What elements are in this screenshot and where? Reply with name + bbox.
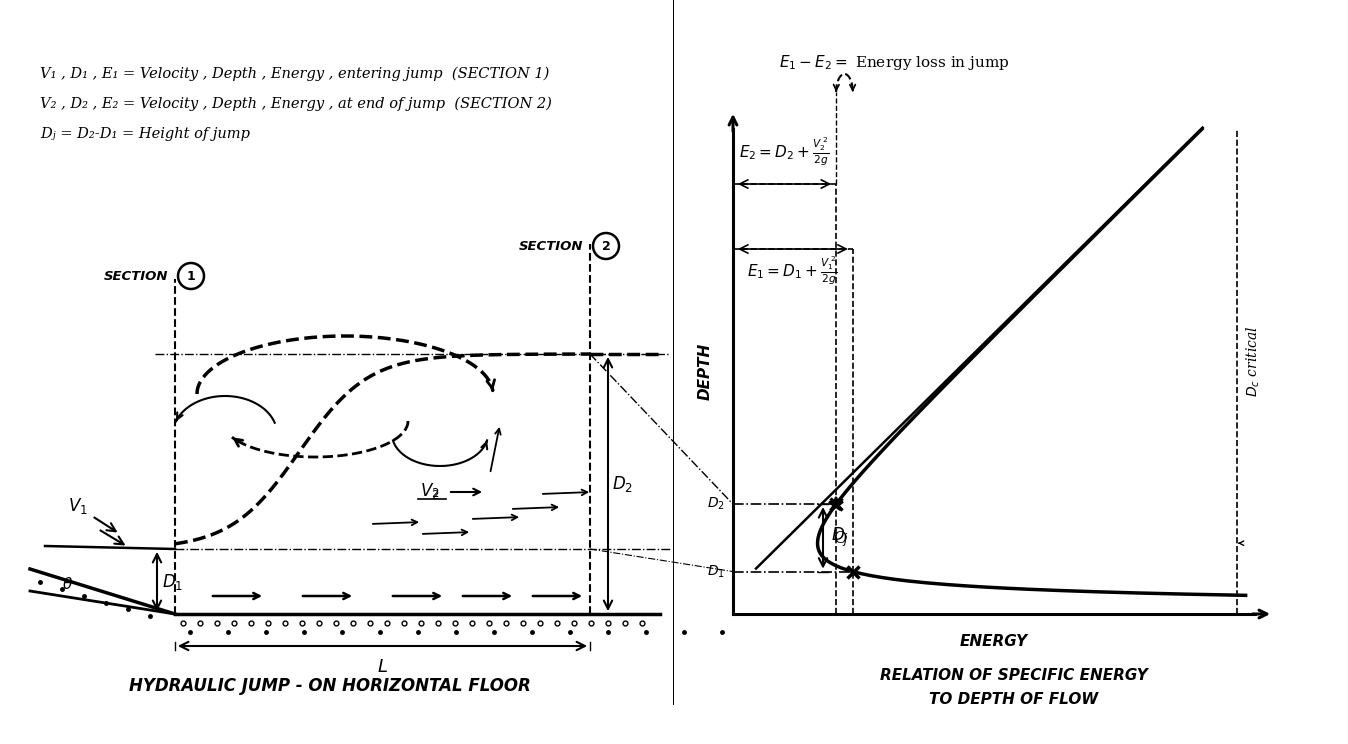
Text: V₂ , D₂ , E₂ = Velocity , Depth , Energy , at end of jump  (SECTION 2): V₂ , D₂ , E₂ = Velocity , Depth , Energy… [40,97,551,111]
Text: $D_1$: $D_1$ [708,563,725,580]
Text: DEPTH: DEPTH [697,343,713,400]
Text: $V_2$: $V_2$ [421,481,439,501]
Text: $\/_{2}$: $\/_{2}$ [430,484,441,501]
Text: HYDRAULIC JUMP - ON HORIZONTAL FLOOR: HYDRAULIC JUMP - ON HORIZONTAL FLOOR [129,677,531,695]
Text: 2: 2 [601,240,611,252]
Text: V₁ , D₁ , E₁ = Velocity , Depth , Energy , entering jump  (SECTION 1): V₁ , D₁ , E₁ = Velocity , Depth , Energy… [40,67,550,81]
Text: ENERGY: ENERGY [960,635,1029,650]
Text: $D_c$ critical: $D_c$ critical [1246,326,1262,397]
Text: $D_1$: $D_1$ [162,571,183,591]
Text: $\theta$: $\theta$ [62,576,74,592]
Text: $D_2$: $D_2$ [612,474,634,494]
Text: O: O [833,530,847,547]
Text: TO DEPTH OF FLOW: TO DEPTH OF FLOW [929,691,1099,707]
Text: SECTION: SECTION [104,269,168,283]
Text: Dⱼ = D₂-D₁ = Height of jump: Dⱼ = D₂-D₁ = Height of jump [40,127,249,141]
Text: $L$: $L$ [377,658,388,676]
Text: SECTION: SECTION [519,240,582,252]
Text: $E_1=D_1+\frac{V_1^{\ 2}}{2g}$: $E_1=D_1+\frac{V_1^{\ 2}}{2g}$ [747,254,838,286]
Text: RELATION OF SPECIFIC ENERGY: RELATION OF SPECIFIC ENERGY [880,669,1148,684]
Text: $D_j$: $D_j$ [830,526,849,550]
Text: 1: 1 [186,269,195,283]
Text: $E_1-E_2=$ Energy loss in jump: $E_1-E_2=$ Energy loss in jump [779,53,1010,71]
Text: $E_2=D_2+\frac{V_2^{\ 2}}{2g}$: $E_2=D_2+\frac{V_2^{\ 2}}{2g}$ [739,135,830,168]
Text: $V_1$: $V_1$ [69,496,88,516]
Text: $D_2$: $D_2$ [708,496,725,513]
